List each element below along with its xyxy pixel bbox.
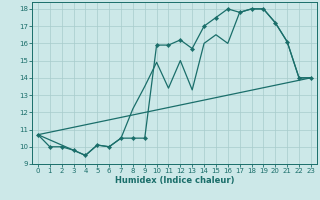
X-axis label: Humidex (Indice chaleur): Humidex (Indice chaleur) bbox=[115, 176, 234, 185]
